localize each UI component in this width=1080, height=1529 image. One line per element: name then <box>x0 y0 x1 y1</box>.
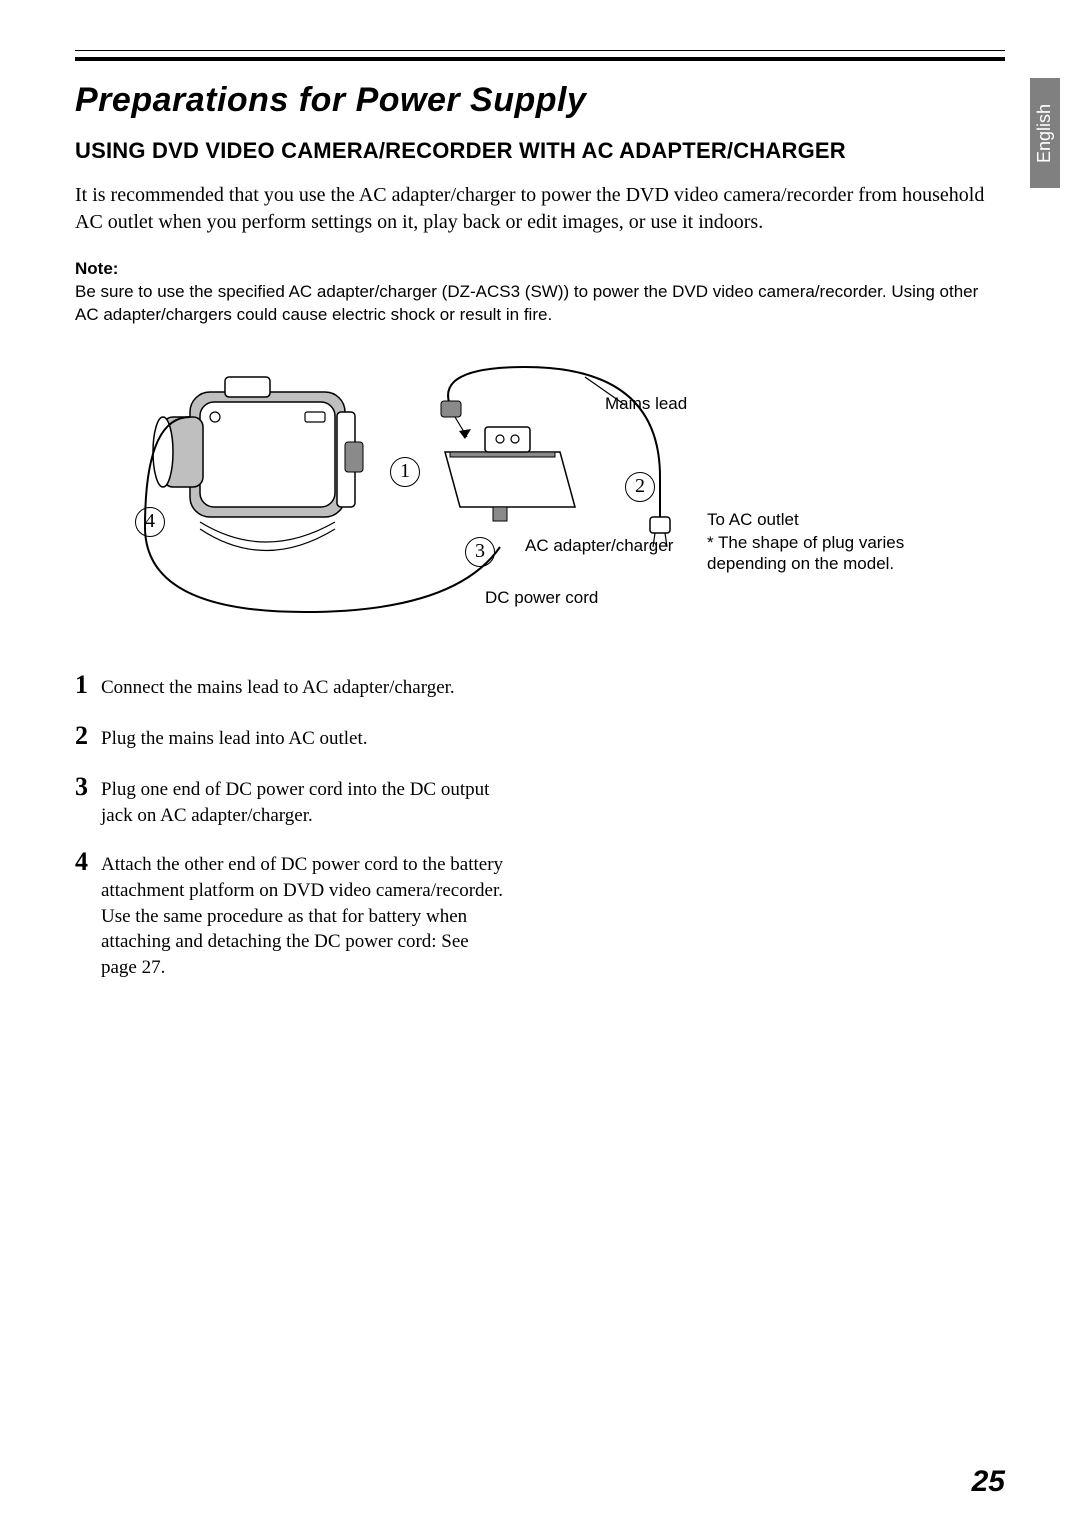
step-number: 4 <box>75 844 101 879</box>
intro-paragraph: It is recommended that you use the AC ad… <box>75 182 1005 236</box>
step-item: 3 Plug one end of DC power cord into the… <box>75 769 505 828</box>
step-number: 3 <box>75 769 101 804</box>
step-text: Plug the mains lead into AC outlet. <box>101 726 505 752</box>
diagram-marker-4: 4 <box>135 507 165 537</box>
diagram-marker-2: 2 <box>625 472 655 502</box>
note-text: Be sure to use the specified AC adapter/… <box>75 282 978 324</box>
top-rule <box>75 50 1005 61</box>
diagram-marker-3: 3 <box>465 537 495 567</box>
page-title: Preparations for Power Supply <box>75 81 1005 120</box>
callout-ac-adapter: AC adapter/charger <box>525 535 673 556</box>
callout-dc-cord: DC power cord <box>485 587 598 608</box>
step-text: Attach the other end of DC power cord to… <box>101 852 505 980</box>
step-number: 1 <box>75 667 101 702</box>
adapter-icon <box>445 417 575 521</box>
callout-plug-note: * The shape of plug varies depending on … <box>707 532 907 575</box>
diagram-marker-1: 1 <box>390 457 420 487</box>
note-block: Note: Be sure to use the specified AC ad… <box>75 258 1005 327</box>
page-content: Preparations for Power Supply USING DVD … <box>75 50 1005 1480</box>
steps-list: 1 Connect the mains lead to AC adapter/c… <box>75 667 505 981</box>
language-tab-label: English <box>1035 103 1056 162</box>
step-item: 4 Attach the other end of DC power cord … <box>75 844 505 980</box>
step-item: 1 Connect the mains lead to AC adapter/c… <box>75 667 505 702</box>
section-title: USING DVD VIDEO CAMERA/RECORDER WITH AC … <box>75 138 1005 164</box>
step-item: 2 Plug the mains lead into AC outlet. <box>75 718 505 753</box>
camera-icon <box>153 377 355 551</box>
language-tab: English <box>1030 78 1060 188</box>
step-text: Plug one end of DC power cord into the D… <box>101 777 505 828</box>
page-number: 25 <box>972 1465 1005 1499</box>
note-label: Note: <box>75 259 118 278</box>
step-number: 2 <box>75 718 101 753</box>
callout-to-ac-outlet: To AC outlet <box>707 509 799 530</box>
step-text: Connect the mains lead to AC adapter/cha… <box>101 675 505 701</box>
diagram: 1 2 3 4 Mains lead To AC outlet * The sh… <box>105 357 925 637</box>
callout-mains-lead: Mains lead <box>605 393 687 414</box>
